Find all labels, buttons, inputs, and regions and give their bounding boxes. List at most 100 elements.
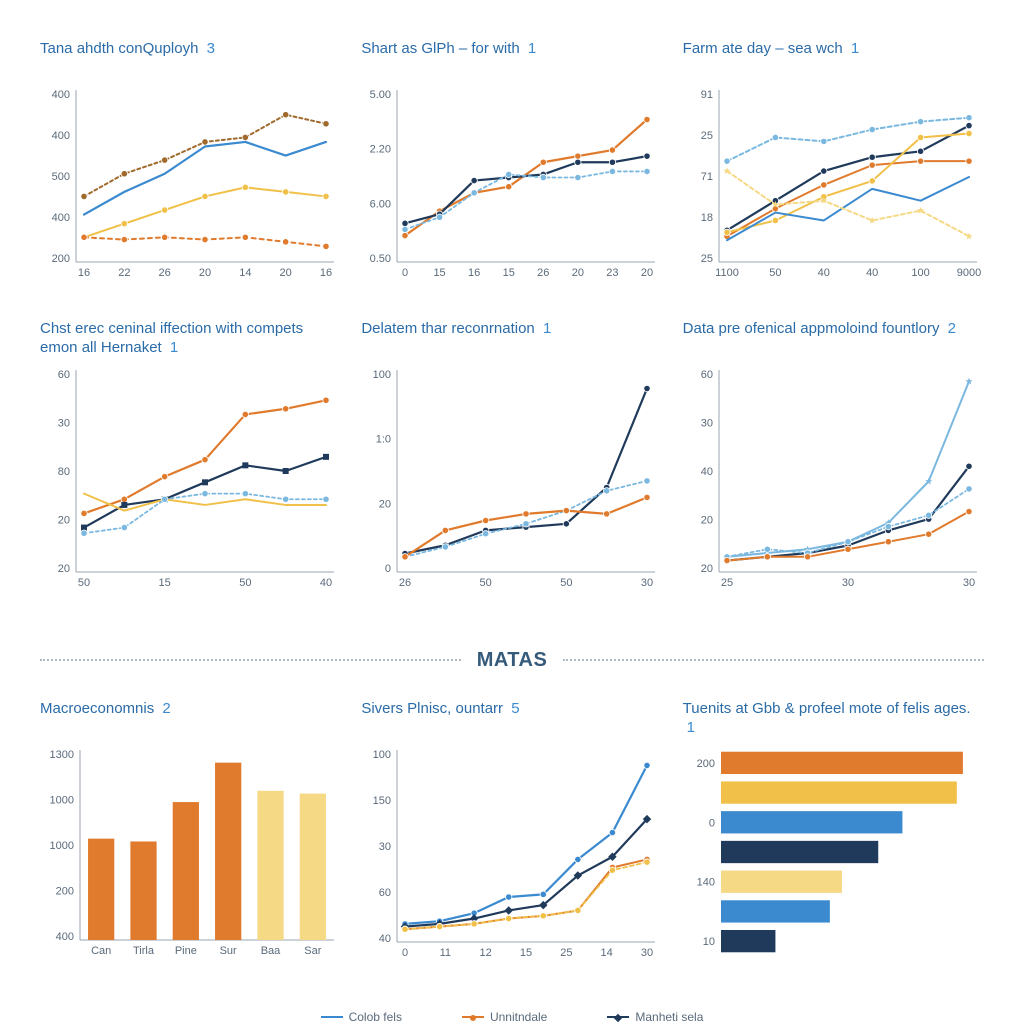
legend-label: Colob fels [349, 1010, 402, 1024]
svg-text:400: 400 [52, 89, 70, 101]
svg-text:30: 30 [700, 418, 712, 430]
chart-p7: 130010001000200400CanTirlaPineSurBaaSar [40, 744, 340, 964]
legend-label: Unnitndale [490, 1010, 547, 1024]
panel-p8: Sivers Plnisc, ountarr 51001503060400111… [361, 700, 662, 1000]
svg-text:9000: 9000 [956, 267, 980, 279]
svg-text:140: 140 [696, 877, 714, 889]
svg-text:500: 500 [52, 171, 70, 183]
svg-text:400: 400 [56, 931, 74, 943]
svg-text:Pine: Pine [175, 945, 197, 957]
svg-text:0: 0 [385, 563, 391, 575]
section-divider: MATAS [40, 640, 984, 680]
panel-title: Shart as GlPh – for with 1 [361, 40, 662, 78]
svg-text:30: 30 [58, 418, 70, 430]
svg-text:60: 60 [58, 369, 70, 381]
svg-text:30: 30 [641, 577, 653, 589]
svg-text:40: 40 [817, 267, 829, 279]
svg-text:0: 0 [402, 267, 408, 279]
svg-text:15: 15 [159, 577, 171, 589]
svg-text:22: 22 [118, 267, 130, 279]
panel-p1: Tana ahdth conQuployh 340040050040020016… [40, 40, 341, 300]
svg-text:30: 30 [641, 947, 653, 959]
svg-text:30: 30 [379, 841, 391, 853]
svg-text:16: 16 [320, 267, 332, 279]
svg-text:Can: Can [91, 945, 111, 957]
svg-text:20: 20 [641, 267, 653, 279]
svg-text:40: 40 [320, 577, 332, 589]
svg-text:Baa: Baa [261, 945, 281, 957]
chart-p3: 912571182511005040401009000 [683, 84, 983, 284]
svg-text:71: 71 [700, 171, 712, 183]
svg-text:26: 26 [537, 267, 549, 279]
svg-text:50: 50 [480, 577, 492, 589]
panel-p9: Tuenits at Gbb & profeel mote of felis a… [683, 700, 984, 1000]
svg-text:30: 30 [842, 577, 854, 589]
chart-p4: 603080202050155040 [40, 364, 340, 594]
panel-p3: Farm ate day – sea wch 19125711825110050… [683, 40, 984, 300]
svg-text:100: 100 [373, 749, 391, 761]
legend-item: Unnitndale [462, 1010, 547, 1024]
legend-label: Manheti sela [635, 1010, 703, 1024]
panel-p6: Data pre ofenical appmoloind fountlory 2… [683, 320, 984, 620]
panel-badge: 1 [543, 320, 551, 337]
panel-p4: Chst erec ceninal iffection with compets… [40, 320, 341, 620]
panel-title: Chst erec ceninal iffection with compets… [40, 320, 341, 358]
svg-text:23: 23 [607, 267, 619, 279]
svg-text:1000: 1000 [50, 795, 74, 807]
svg-text:20: 20 [700, 563, 712, 575]
svg-text:40: 40 [700, 466, 712, 478]
chart-p5: 1001:020026505030 [361, 364, 661, 594]
svg-text:200: 200 [56, 886, 74, 898]
panel-p7: Macroeconomnis 2130010001000200400CanTir… [40, 700, 341, 1000]
svg-text:25: 25 [721, 577, 733, 589]
chart-p8: 1001503060400111215251430 [361, 744, 661, 964]
panel-badge: 5 [511, 700, 519, 717]
legend-item: Colob fels [321, 1010, 402, 1024]
svg-text:50: 50 [561, 577, 573, 589]
svg-text:16: 16 [78, 267, 90, 279]
svg-text:20: 20 [58, 563, 70, 575]
svg-text:26: 26 [159, 267, 171, 279]
svg-text:25: 25 [700, 130, 712, 142]
panel-badge: 1 [170, 339, 178, 356]
svg-text:26: 26 [399, 577, 411, 589]
panel-badge: 1 [851, 40, 859, 57]
panel-title: Macroeconomnis 2 [40, 700, 341, 738]
svg-text:0: 0 [709, 817, 715, 829]
svg-text:50: 50 [239, 577, 251, 589]
svg-text:400: 400 [52, 130, 70, 142]
svg-text:20: 20 [58, 515, 70, 527]
svg-text:20: 20 [280, 267, 292, 279]
svg-text:14: 14 [239, 267, 251, 279]
svg-text:40: 40 [866, 267, 878, 279]
svg-text:15: 15 [503, 267, 515, 279]
svg-text:400: 400 [52, 212, 70, 224]
svg-text:5.00: 5.00 [370, 89, 391, 101]
svg-text:1300: 1300 [50, 749, 74, 761]
svg-text:20: 20 [572, 267, 584, 279]
panel-badge: 2 [948, 320, 956, 337]
svg-text:0.50: 0.50 [370, 253, 391, 265]
legend: Colob fels Unnitndale Manheti sela [0, 1010, 1024, 1024]
panel-title: Tana ahdth conQuployh 3 [40, 40, 341, 78]
svg-text:20: 20 [199, 267, 211, 279]
panel-badge: 2 [162, 700, 170, 717]
panel-badge: 3 [207, 40, 215, 57]
svg-text:15: 15 [434, 267, 446, 279]
panel-badge: 1 [528, 40, 536, 57]
chart-p9: 200014010 [683, 744, 983, 964]
svg-text:1000: 1000 [50, 840, 74, 852]
svg-text:1100: 1100 [715, 267, 739, 279]
svg-text:11: 11 [440, 947, 451, 959]
svg-text:60: 60 [700, 369, 712, 381]
svg-text:25: 25 [561, 947, 573, 959]
svg-text:40: 40 [379, 933, 391, 945]
svg-text:18: 18 [700, 212, 712, 224]
svg-text:60: 60 [379, 887, 391, 899]
chart-p6: 6030402020253030 [683, 364, 983, 594]
svg-text:15: 15 [520, 947, 532, 959]
svg-text:0: 0 [402, 947, 408, 959]
panel-badge: 1 [687, 719, 695, 736]
panel-title: Tuenits at Gbb & profeel mote of felis a… [683, 700, 984, 738]
panel-title: Farm ate day – sea wch 1 [683, 40, 984, 78]
